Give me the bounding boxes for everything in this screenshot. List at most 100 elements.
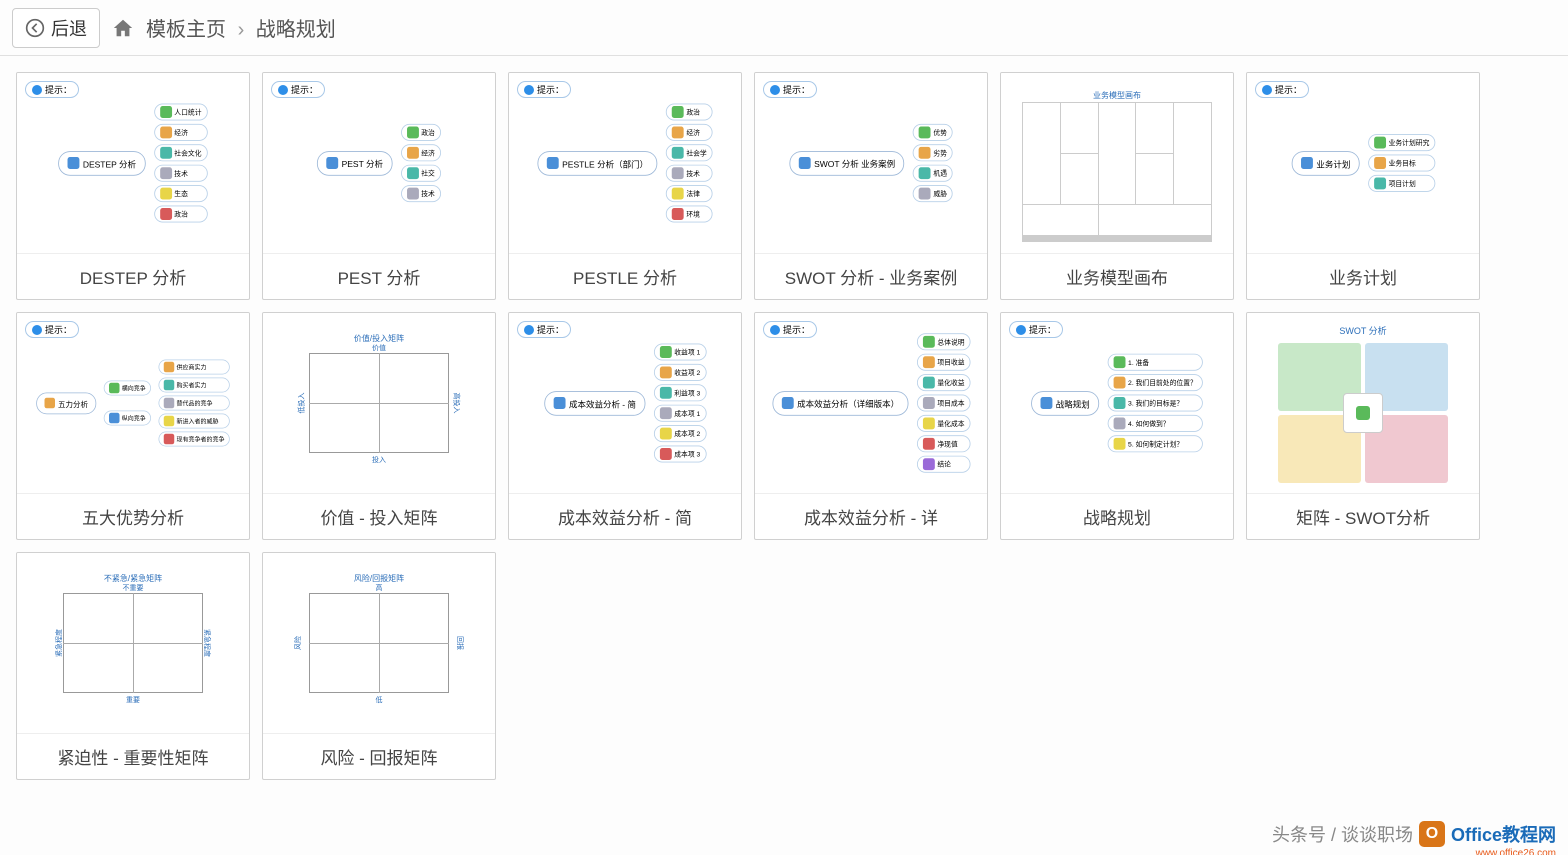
mindmap-node: 社会学 xyxy=(666,144,713,161)
canvas-title: 业务模型画布 xyxy=(1022,90,1212,101)
template-card-canvas[interactable]: 业务模型画布业务模型画布 xyxy=(1000,72,1234,300)
template-card-destep[interactable]: 提示：DESTEP 分析人口统计经济社会文化技术生态政治DESTEP 分析 xyxy=(16,72,250,300)
template-card-value-matrix[interactable]: 价值/投入矩阵价值投入低投入高投入价值 - 投入矩阵 xyxy=(262,312,496,540)
node-icon xyxy=(660,366,672,378)
mindmap-node: 替代品的竞争 xyxy=(159,396,230,411)
mindmap-node: 人口统计 xyxy=(154,104,208,121)
info-icon xyxy=(524,325,534,335)
template-card-risk-matrix[interactable]: 风险/回报矩阵高低风险回报风险 - 回报矩阵 xyxy=(262,552,496,780)
node-icon xyxy=(922,397,934,409)
mindmap-node: 1. 准备 xyxy=(1108,354,1203,371)
template-card-strategy[interactable]: 提示：战略规划1. 准备2. 我们目前处的位置？3. 我们的目标是？4. 如何做… xyxy=(1000,312,1234,540)
template-card-swot-matrix[interactable]: SWOT 分析矩阵 - SWOT分析 xyxy=(1246,312,1480,540)
mindmap-node: 业务计划研究 xyxy=(1368,134,1435,151)
matrix-preview: 风险/回报矩阵高低风险回报 xyxy=(289,573,469,713)
node-icon xyxy=(164,416,175,427)
mindmap-node: 经济 xyxy=(154,124,208,141)
mindmap-node: 收益项 1 xyxy=(654,344,706,361)
back-button[interactable]: 后退 xyxy=(12,8,100,48)
mindmap-node: 2. 我们目前处的位置？ xyxy=(1108,374,1203,391)
node-icon xyxy=(919,167,931,179)
tip-badge: 提示： xyxy=(1009,321,1063,338)
node-icon xyxy=(164,362,175,373)
breadcrumb-home[interactable]: 模板主页 xyxy=(146,19,226,41)
home-icon[interactable] xyxy=(112,17,134,39)
node-icon xyxy=(109,413,120,424)
mindmap-node: 劣势 xyxy=(913,144,953,161)
root-icon xyxy=(547,157,559,169)
node-icon xyxy=(660,428,672,440)
template-preview: 提示：DESTEP 分析人口统计经济社会文化技术生态政治 xyxy=(17,73,249,253)
mindmap-node: 政治 xyxy=(154,206,208,223)
axis-label-bottom: 投入 xyxy=(372,455,386,465)
mindmap-node: 项目收益 xyxy=(916,354,970,371)
tip-badge: 提示： xyxy=(271,81,325,98)
mindmap-node: 社会文化 xyxy=(154,144,208,161)
mindmap-node: 收益项 2 xyxy=(654,364,706,381)
template-card-five[interactable]: 提示：五力分析横向竞争纵向竞争供应商实力购买者实力替代品的竞争新进入者的威胁现有… xyxy=(16,312,250,540)
mindmap-node: 业务目标 xyxy=(1368,155,1435,172)
mindmap-root: PEST 分析 xyxy=(317,151,392,176)
mindmap-root: 成本效益分析（详细版本） xyxy=(772,391,908,416)
node-icon xyxy=(160,167,172,179)
node-icon xyxy=(672,126,684,138)
root-icon xyxy=(68,157,80,169)
template-title: 矩阵 - SWOT分析 xyxy=(1247,493,1479,539)
template-card-cost-detail[interactable]: 提示：成本效益分析（详细版本）总体说明项目收益量化收益项目成本量化成本净现值结论… xyxy=(754,312,988,540)
back-label: 后退 xyxy=(51,15,87,41)
mindmap-node: 经济 xyxy=(401,144,441,161)
mindmap-node: 纵向竞争 xyxy=(104,411,151,426)
node-icon xyxy=(660,346,672,358)
template-card-pestle[interactable]: 提示：PESTLE 分析（部门）政治经济社会学技术法律环境PESTLE 分析 xyxy=(508,72,742,300)
mindmap-root: 五力分析 xyxy=(36,392,96,414)
mindmap-node: 成本项 1 xyxy=(654,405,706,422)
template-card-cost-simple[interactable]: 提示：成本效益分析 - 简收益项 1收益项 2利益项 3成本项 1成本项 2成本… xyxy=(508,312,742,540)
node-icon xyxy=(160,126,172,138)
mindmap-node: 3. 我们的目标是？ xyxy=(1108,395,1203,412)
node-icon xyxy=(1114,397,1126,409)
mindmap-root: 业务计划 xyxy=(1291,151,1359,176)
node-icon xyxy=(407,126,419,138)
template-title: 成本效益分析 - 详 xyxy=(755,493,987,539)
node-icon xyxy=(1374,157,1386,169)
node-icon xyxy=(160,106,172,118)
mindmap-node: 成本项 3 xyxy=(654,446,706,463)
mindmap-node: 横向竞争 xyxy=(104,381,151,396)
template-card-urgency-matrix[interactable]: 不紧急/紧急矩阵不重要重要紧急程度紧急程度紧迫性 - 重要性矩阵 xyxy=(16,552,250,780)
matrix-preview: 不紧急/紧急矩阵不重要重要紧急程度紧急程度 xyxy=(43,573,223,713)
axis-label-left: 风险 xyxy=(293,636,303,650)
root-icon xyxy=(781,397,793,409)
mindmap-node: 社交 xyxy=(401,165,441,182)
node-icon xyxy=(672,167,684,179)
tip-badge: 提示： xyxy=(1255,81,1309,98)
tip-badge: 提示： xyxy=(517,321,571,338)
mindmap-node: 新进入者的威胁 xyxy=(159,414,230,429)
breadcrumb-separator: › xyxy=(238,19,245,41)
mindmap-node: 技术 xyxy=(401,185,441,202)
template-title: 紧迫性 - 重要性矩阵 xyxy=(17,733,249,779)
template-preview: 提示：五力分析横向竞争纵向竞争供应商实力购买者实力替代品的竞争新进入者的威胁现有… xyxy=(17,313,249,493)
back-arrow-icon xyxy=(25,18,45,38)
swot-center-icon xyxy=(1343,393,1383,433)
node-icon xyxy=(160,147,172,159)
template-title: 五大优势分析 xyxy=(17,493,249,539)
tip-label: 提示： xyxy=(537,323,564,336)
mindmap-node: 利益项 3 xyxy=(654,384,706,401)
info-icon xyxy=(770,85,780,95)
node-icon xyxy=(1114,377,1126,389)
info-icon xyxy=(32,325,42,335)
template-title: DESTEP 分析 xyxy=(17,253,249,299)
template-card-swot-case[interactable]: 提示：SWOT 分析 业务案例优势劣势机遇威胁SWOT 分析 - 业务案例 xyxy=(754,72,988,300)
mindmap-node: 量化收益 xyxy=(916,374,970,391)
node-icon xyxy=(919,126,931,138)
tip-label: 提示： xyxy=(291,83,318,96)
template-card-bizplan[interactable]: 提示：业务计划业务计划研究业务目标项目计划业务计划 xyxy=(1246,72,1480,300)
matrix-preview: 价值/投入矩阵价值投入低投入高投入 xyxy=(289,333,469,473)
node-icon xyxy=(919,147,931,159)
watermark-logo-icon: O xyxy=(1419,821,1445,847)
mindmap-node: 结论 xyxy=(916,456,970,473)
tip-badge: 提示： xyxy=(25,321,79,338)
node-icon xyxy=(160,208,172,220)
template-card-pest[interactable]: 提示：PEST 分析政治经济社交技术PEST 分析 xyxy=(262,72,496,300)
tip-label: 提示： xyxy=(783,83,810,96)
